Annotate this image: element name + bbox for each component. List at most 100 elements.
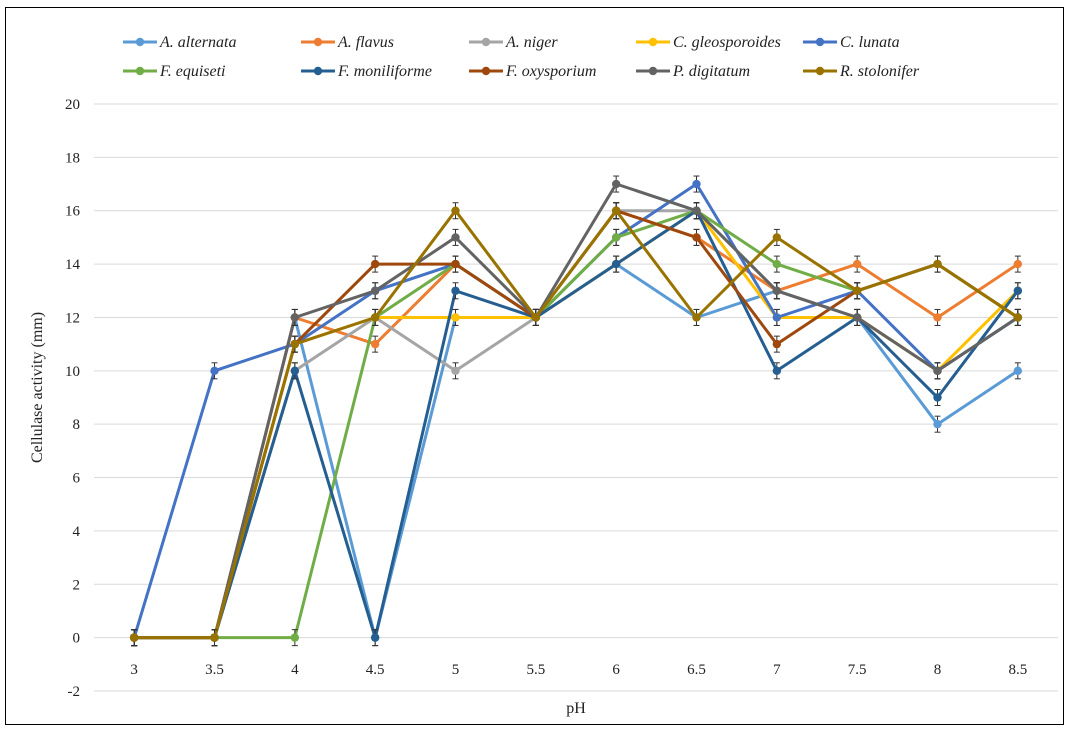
data-point xyxy=(210,633,219,642)
data-point xyxy=(370,286,380,295)
data-point xyxy=(611,206,621,215)
legend-label: R. stolonifer xyxy=(839,63,920,80)
data-point xyxy=(692,233,701,242)
legend-marker xyxy=(481,66,491,76)
data-point xyxy=(290,366,300,376)
data-point xyxy=(451,233,460,242)
series-group xyxy=(129,202,1023,647)
legend-marker xyxy=(135,66,145,76)
legend-item: F. oxysporium xyxy=(469,63,596,80)
data-point xyxy=(370,633,380,642)
x-tick-label: 6.5 xyxy=(687,662,706,678)
data-point xyxy=(1013,286,1023,295)
data-point xyxy=(692,206,701,215)
legend-marker xyxy=(313,37,323,47)
data-point xyxy=(611,179,621,189)
legend-marker xyxy=(815,66,825,76)
data-point xyxy=(772,286,782,295)
legend-label: F. equiseti xyxy=(159,63,225,80)
data-point xyxy=(852,313,862,322)
data-point xyxy=(692,179,701,189)
series-line xyxy=(134,209,1019,640)
legend-marker xyxy=(815,37,825,47)
data-point xyxy=(451,313,460,322)
legend-marker xyxy=(481,37,491,47)
data-point xyxy=(933,313,942,322)
legend-marker xyxy=(135,37,145,47)
legend-item: A. flavus xyxy=(301,34,394,51)
y-tick-label: -2 xyxy=(68,684,81,700)
x-tick-label: 8 xyxy=(934,662,942,678)
x-tick-label: 7 xyxy=(773,662,781,678)
data-point xyxy=(451,206,460,215)
data-point xyxy=(290,339,300,349)
x-tick-label: 4.5 xyxy=(366,662,385,678)
data-point xyxy=(933,259,942,269)
x-tick-label: 5 xyxy=(452,662,460,678)
data-point xyxy=(852,259,862,269)
y-tick-label: 14 xyxy=(65,257,81,273)
y-axis-label: Cellulase activity (mm) xyxy=(29,312,46,463)
data-point xyxy=(451,366,460,376)
y-tick-label: 10 xyxy=(65,364,80,380)
legend-item: C. gleosporoides xyxy=(636,34,781,51)
legend-label: F. moniliforme xyxy=(337,63,432,80)
line-chart: -2 0 2 4 6 8 10 12 14 16 18 20 3 3.5 4 4.5 5 5.5 6 6.5 7 7.5… xyxy=(29,34,1058,717)
series-group xyxy=(129,255,1023,647)
data-point xyxy=(772,339,782,349)
legend-label: P. digitatum xyxy=(672,63,750,80)
legend-label: F. oxysporium xyxy=(505,63,596,80)
data-point xyxy=(290,633,300,642)
data-point xyxy=(611,233,621,242)
legend-label: A. alternata xyxy=(159,34,236,51)
data-point xyxy=(772,233,782,242)
x-tick-label: 6 xyxy=(612,662,620,678)
x-tick-label: 4 xyxy=(291,662,299,678)
data-point xyxy=(1013,313,1023,322)
legend-marker xyxy=(648,66,658,76)
legend-label: A. niger xyxy=(505,34,558,51)
data-point xyxy=(852,286,862,295)
legend-marker xyxy=(313,66,323,76)
y-tick-label: 4 xyxy=(73,524,81,540)
series-line xyxy=(134,209,1019,640)
x-tick-label: 3.5 xyxy=(205,662,224,678)
data-point xyxy=(933,393,942,402)
y-tick-label: 0 xyxy=(73,631,81,647)
data-point xyxy=(451,259,460,269)
data-point xyxy=(129,633,139,642)
legend-item: A. niger xyxy=(469,34,558,51)
data-point xyxy=(370,313,380,322)
legend-label: C. gleosporoides xyxy=(673,34,781,51)
x-axis-label: pH xyxy=(566,700,586,717)
data-point xyxy=(1013,259,1023,269)
x-tick-label: 7.5 xyxy=(848,662,867,678)
data-point xyxy=(772,366,782,376)
chart-frame: -2 0 2 4 6 8 10 12 14 16 18 20 3 3.5 4 4.5 5 5.5 6 6.5 7 7.5… xyxy=(5,7,1064,725)
x-axis-ticks: 3 3.5 4 4.5 5 5.5 6 6.5 7 7.5 8 8.5 xyxy=(130,662,1027,678)
legend-item: F. moniliforme xyxy=(301,63,432,80)
y-tick-label: 12 xyxy=(65,310,80,326)
legend-item: R. stolonifer xyxy=(803,63,920,80)
gridlines xyxy=(94,103,1058,692)
data-point xyxy=(1013,366,1023,376)
data-point xyxy=(451,286,460,295)
legend-label: A. flavus xyxy=(337,34,394,51)
legend-label: C. lunata xyxy=(840,34,900,51)
data-point xyxy=(210,366,219,376)
y-tick-label: 18 xyxy=(65,150,80,166)
data-point xyxy=(370,259,380,269)
data-point xyxy=(290,313,300,322)
y-tick-label: 8 xyxy=(73,417,81,433)
legend: A. alternata A. flavus A. niger C. gleospor… xyxy=(123,34,920,80)
series-group xyxy=(129,175,1023,647)
data-point xyxy=(692,313,701,322)
legend-item: C. lunata xyxy=(803,34,900,51)
data-point xyxy=(933,366,942,376)
legend-item: A. alternata xyxy=(123,34,236,51)
data-point xyxy=(531,313,541,322)
data-point xyxy=(933,419,942,429)
legend-marker xyxy=(648,37,658,47)
y-tick-label: 2 xyxy=(73,577,81,593)
series-group xyxy=(129,175,1023,647)
